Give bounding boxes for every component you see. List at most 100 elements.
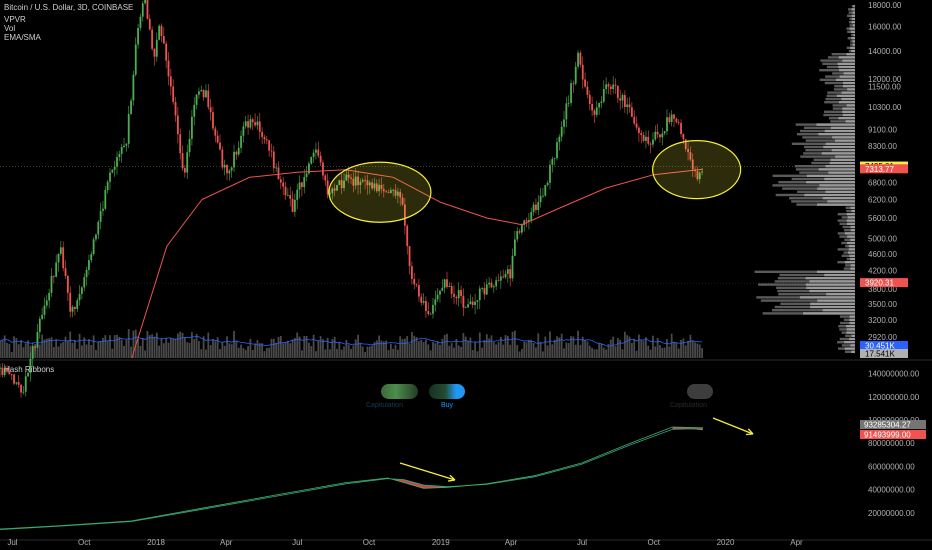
candle-body (146, 0, 149, 19)
candle-body (460, 289, 462, 296)
vpvr-row-inner (847, 235, 855, 238)
volume-bar (144, 350, 147, 358)
volume-bar (506, 335, 509, 358)
price-badge-label: 17.541K (865, 350, 895, 359)
volume-bar (633, 338, 636, 358)
candle-body (422, 301, 425, 303)
volume-bar (354, 339, 357, 358)
candle-body (43, 305, 46, 315)
volume-bar (509, 344, 512, 358)
volume-bar (20, 339, 22, 358)
volume-bar (329, 349, 331, 358)
indicator-vpvr[interactable]: VPVR (4, 15, 26, 24)
candle-body (577, 52, 579, 67)
candle-body (172, 86, 175, 102)
candle-body (36, 332, 39, 348)
candle-body (31, 346, 34, 359)
x-tick-label: Jul (7, 538, 17, 547)
volume-bar (499, 336, 502, 358)
vpvr-row-inner (831, 149, 855, 152)
vpvr-row-inner (850, 267, 855, 270)
candle-body (186, 152, 189, 173)
candle-body (97, 221, 100, 235)
candle-body (244, 121, 247, 127)
volume-bar (102, 337, 104, 358)
volume-bar (120, 339, 123, 358)
vpvr-row (849, 24, 855, 27)
candle-body (298, 182, 301, 190)
vpvr-row (823, 113, 855, 117)
volume-bar (532, 343, 535, 358)
hash-ribbons-label[interactable]: Hash Ribbons (4, 365, 55, 374)
candle-body (179, 134, 182, 154)
vpvr-row (839, 337, 855, 341)
indicator-vol[interactable]: Vol (4, 24, 16, 33)
candle-body (83, 277, 86, 288)
candle-body (29, 358, 32, 373)
vpvr-row-inner (806, 174, 855, 177)
volume-bar (95, 350, 97, 358)
candle-body (0, 367, 1, 369)
volume-bar (385, 340, 388, 358)
candle-body (207, 90, 210, 108)
candle-body (155, 39, 158, 57)
volume-bar (113, 335, 116, 358)
candle-body (661, 133, 664, 138)
volume-bar (595, 349, 598, 358)
candle-body (371, 182, 374, 189)
vpvr-row-inner (824, 177, 855, 181)
vpvr-row-inner (853, 33, 855, 37)
symbol-title: Bitcoin / U.S. Dollar, 3D, COINBASE (4, 3, 134, 12)
candle-body (443, 279, 446, 288)
candle-body (139, 16, 142, 28)
volume-bar (654, 346, 657, 358)
candle-body (567, 102, 570, 104)
x-tick-label: Apr (505, 538, 518, 547)
candle-body (478, 288, 481, 301)
candle-body (546, 182, 549, 186)
candle-body (441, 287, 444, 291)
candle-body (654, 131, 657, 140)
candle-body (645, 136, 647, 141)
vpvr-row (850, 43, 855, 46)
volume-bar (43, 339, 46, 358)
x-tick-label: Oct (78, 538, 91, 547)
vpvr-row (839, 315, 855, 318)
volume-bar (586, 341, 589, 358)
vpvr-row-inner (853, 5, 855, 8)
candle-body (609, 86, 612, 90)
volume-bar (537, 333, 540, 358)
volume-bar (263, 351, 266, 358)
volume-bar (69, 331, 72, 358)
volume-bar (29, 345, 32, 358)
volume-bar (221, 342, 224, 358)
indicator-ema-sma[interactable]: EMA/SMA (4, 33, 41, 42)
vpvr-row-inner (851, 350, 855, 353)
vpvr-row-inner (847, 251, 855, 254)
volume-bar (305, 335, 308, 358)
price-tick-label: 5000.00 (868, 235, 897, 244)
vpvr-row-inner (830, 158, 855, 161)
candle-body (256, 121, 259, 126)
candle-body (410, 266, 413, 279)
candle-body (593, 110, 596, 115)
vpvr-row-inner (842, 59, 855, 62)
volume-bar (446, 333, 448, 358)
candle-body (109, 172, 111, 182)
volume-bar (174, 338, 177, 358)
candle-body (378, 184, 381, 192)
vpvr-row (832, 72, 855, 75)
vpvr-row-inner (836, 94, 855, 97)
volume-bar (99, 341, 102, 358)
candle-body (113, 166, 116, 170)
volume-bar (558, 337, 561, 358)
vpvr-row-inner (822, 309, 855, 312)
vpvr-row-inner (849, 254, 855, 257)
volume-bar (279, 335, 282, 358)
volume-bar (333, 336, 336, 358)
candle-body (523, 220, 526, 225)
candle-body (586, 86, 589, 95)
volume-bar (183, 337, 186, 358)
volume-bar (214, 341, 217, 358)
volume-bar (656, 337, 659, 358)
